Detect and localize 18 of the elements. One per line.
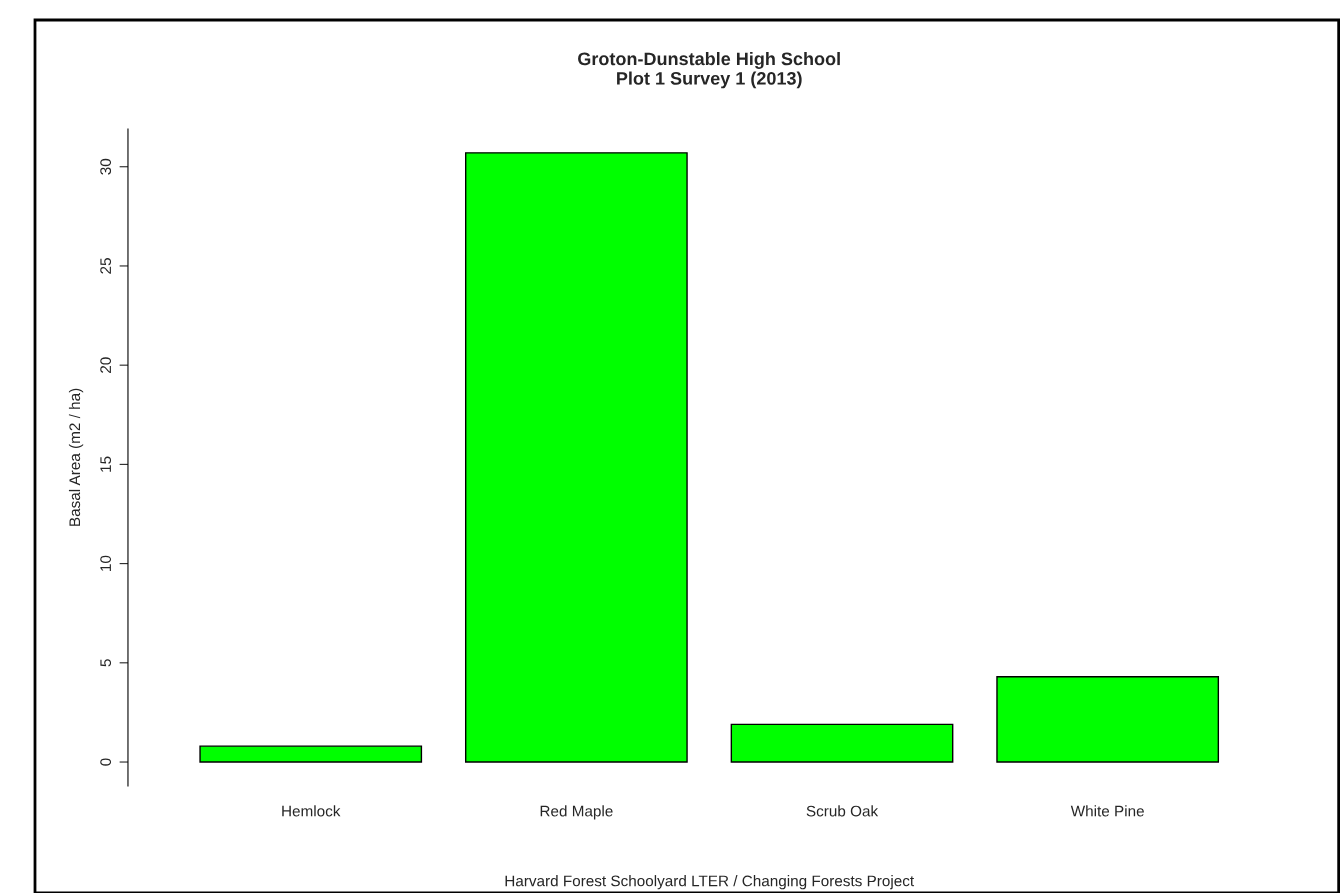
y-tick-label: 10 (100, 555, 112, 571)
x-tick-label: White Pine (1070, 805, 1144, 817)
x-axis-title: Harvard Forest Schoolyard LTER / Changing Forests Project (505, 875, 915, 890)
bar (730, 723, 954, 763)
x-tick-label: Scrub Oak (806, 805, 879, 817)
chart-title: Groton-Dunstable High School Plot 1 Survey 1 (2013) (578, 51, 840, 89)
y-axis-title: Basal Area (m2 / ha) (68, 388, 84, 526)
y-tick-label: 0 (100, 758, 112, 766)
y-tick-label: 20 (100, 357, 112, 373)
y-tick-label: 30 (100, 158, 112, 175)
y-tick-label: 15 (100, 456, 112, 472)
y-tick-label: 25 (100, 258, 112, 274)
bar (996, 676, 1220, 763)
x-tick-label: Red Maple (540, 805, 613, 820)
y-tick-label: 5 (100, 659, 112, 667)
bar (199, 745, 423, 763)
bar (464, 152, 688, 763)
x-tick-label: Hemlock (282, 805, 341, 817)
